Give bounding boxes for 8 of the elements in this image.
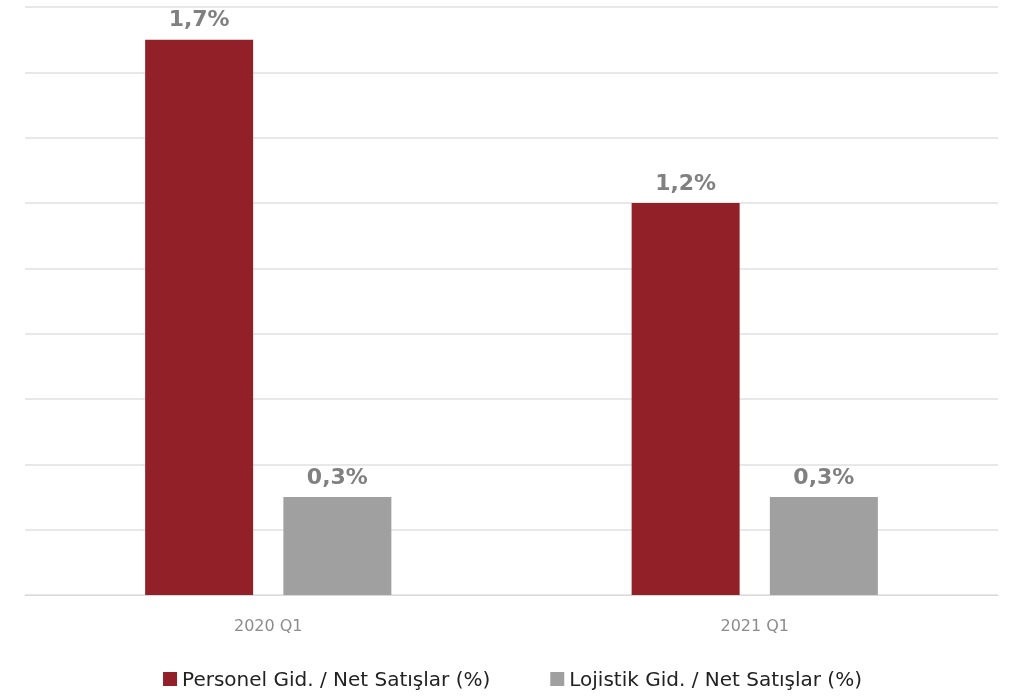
data-label: 1,7%: [168, 6, 230, 32]
x-tick-label: 2020 Q1: [233, 615, 303, 635]
legend-label: Lojistik Gid. / Net Satışlar (%): [569, 667, 862, 691]
data-label: 1,2%: [655, 169, 717, 195]
data-label: 0,3%: [793, 463, 855, 489]
x-tick-label: 2021 Q1: [720, 615, 790, 635]
legend-label: Personel Gid. / Net Satışlar (%): [182, 667, 491, 691]
data-label: 0,3%: [306, 463, 368, 489]
